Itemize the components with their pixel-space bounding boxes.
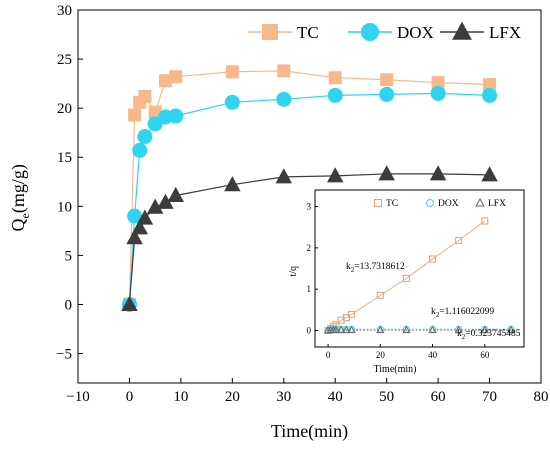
y-tick-label: −5: [56, 347, 72, 363]
data-point: [430, 165, 447, 180]
legend: TC DOX LFX: [248, 22, 521, 42]
data-point: [128, 109, 141, 122]
data-point: [379, 87, 394, 102]
y-axis-title: Qe(mg/g): [8, 164, 32, 231]
data-point: [482, 88, 497, 103]
x-tick-label: −10: [66, 389, 89, 405]
inset-y-tick-label: 0: [307, 325, 312, 335]
legend-label: TC: [297, 23, 319, 42]
inset-legend-label: DOX: [438, 199, 459, 209]
legend-label: LFX: [489, 23, 521, 42]
inset-x-tick-label: 20: [376, 350, 386, 360]
x-tick-label: 80: [534, 389, 549, 405]
data-point: [431, 86, 446, 101]
legend-marker: [262, 24, 278, 40]
x-tick-label: 10: [173, 389, 188, 405]
x-tick-label: 30: [276, 389, 291, 405]
data-point: [327, 167, 344, 182]
data-point: [378, 165, 395, 180]
x-tick-label: 0: [126, 389, 134, 405]
y-tick-label: 20: [57, 101, 72, 117]
x-tick-label: 40: [328, 389, 343, 405]
x-tick-label: 70: [482, 389, 497, 405]
legend-marker: [361, 23, 379, 41]
data-point: [380, 73, 393, 86]
inset-y-tick-label: 1: [307, 284, 312, 294]
data-point: [277, 64, 290, 77]
legend-marker: [452, 22, 472, 40]
y-tick-label: 15: [57, 150, 72, 166]
inset-x-tick-label: 60: [480, 350, 490, 360]
data-point: [169, 70, 182, 83]
x-tick-label: 20: [225, 389, 240, 405]
data-point: [481, 166, 498, 181]
legend-label: DOX: [397, 23, 434, 42]
inset-y-tick-label: 2: [307, 243, 312, 253]
inset-legend-label: TC: [386, 199, 398, 209]
y-tick-label: 30: [57, 3, 72, 19]
data-point: [276, 168, 293, 183]
x-axis-title: Time(min): [271, 421, 348, 442]
data-point: [137, 129, 152, 144]
x-tick-label: 50: [379, 389, 394, 405]
data-point: [225, 95, 240, 110]
inset-x-tick-label: 0: [326, 350, 331, 360]
data-point: [168, 109, 183, 124]
inset-y-axis-title: t/q: [288, 266, 299, 277]
y-tick-label: 0: [65, 297, 73, 313]
data-point: [226, 65, 239, 78]
data-point: [132, 143, 147, 158]
inset-x-tick-label: 40: [428, 350, 438, 360]
inset-x-axis-title: Time(min): [374, 364, 417, 375]
x-tick-label: 60: [431, 389, 446, 405]
data-point: [276, 92, 291, 107]
data-point: [329, 71, 342, 84]
y-tick-label: 10: [57, 199, 72, 215]
data-point: [328, 88, 343, 103]
y-tick-label: 5: [65, 248, 73, 264]
inset-legend-label: LFX: [488, 199, 506, 209]
inset-y-tick-label: 3: [307, 202, 312, 212]
y-tick-label: 25: [57, 52, 72, 68]
data-point: [138, 90, 151, 103]
